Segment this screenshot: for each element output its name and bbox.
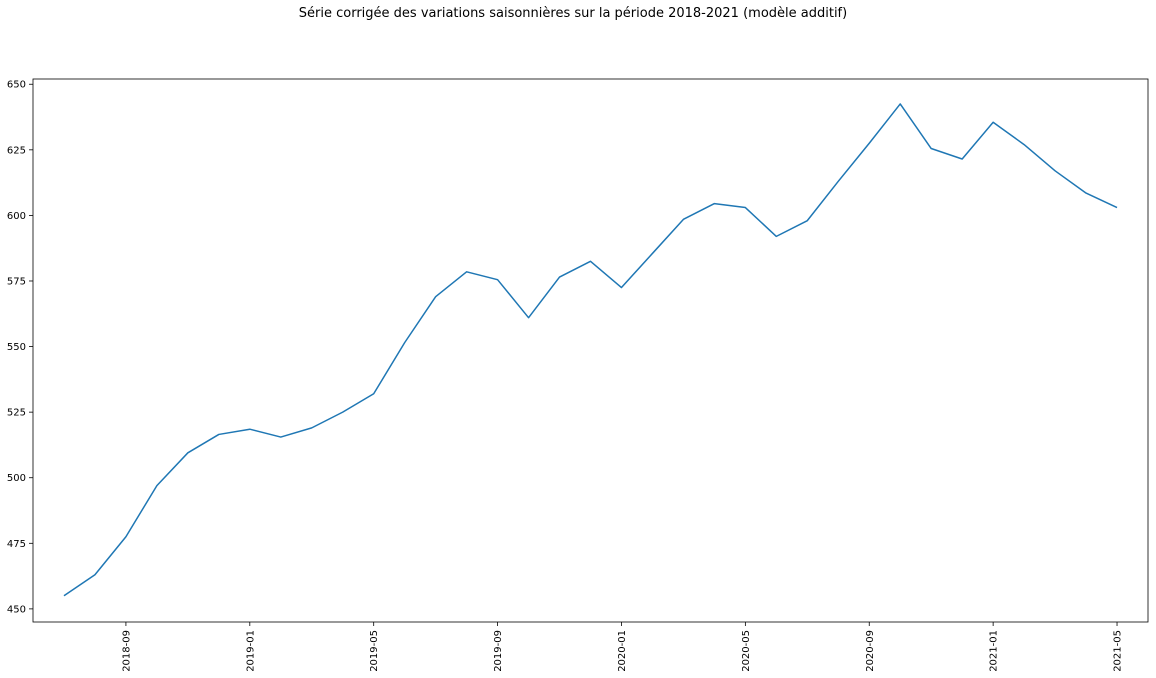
x-tick-label: 2021-01 (989, 630, 1000, 672)
y-tick-label: 575 (7, 276, 26, 287)
chart-title: Série corrigée des variations saisonnièr… (299, 6, 847, 21)
y-tick-label: 650 (7, 80, 26, 91)
y-tick-label: 500 (7, 473, 26, 484)
x-tick-label: 2020-09 (865, 630, 876, 672)
y-tick-label: 450 (7, 604, 26, 615)
y-tick-label: 525 (7, 408, 26, 419)
x-tick-label: 2018-09 (121, 630, 132, 672)
y-tick-label: 550 (7, 342, 26, 353)
x-tick-label: 2021-05 (1113, 630, 1124, 672)
y-tick-label: 475 (7, 539, 26, 550)
x-tick-label: 2019-09 (493, 630, 504, 672)
x-tick-label: 2019-05 (369, 630, 380, 672)
y-tick-label: 625 (7, 145, 26, 156)
series-line (63, 103, 1118, 597)
x-tick-label: 2019-01 (245, 630, 256, 672)
x-tick-label: 2020-05 (741, 630, 752, 672)
y-tick-label: 600 (7, 211, 26, 222)
plot-area: 450 475 500 525 550 575 600 625 650 2018-09 2019-0… (7, 78, 1149, 672)
x-tick-label: 2020-01 (617, 630, 628, 672)
axes-frame (32, 78, 1149, 623)
